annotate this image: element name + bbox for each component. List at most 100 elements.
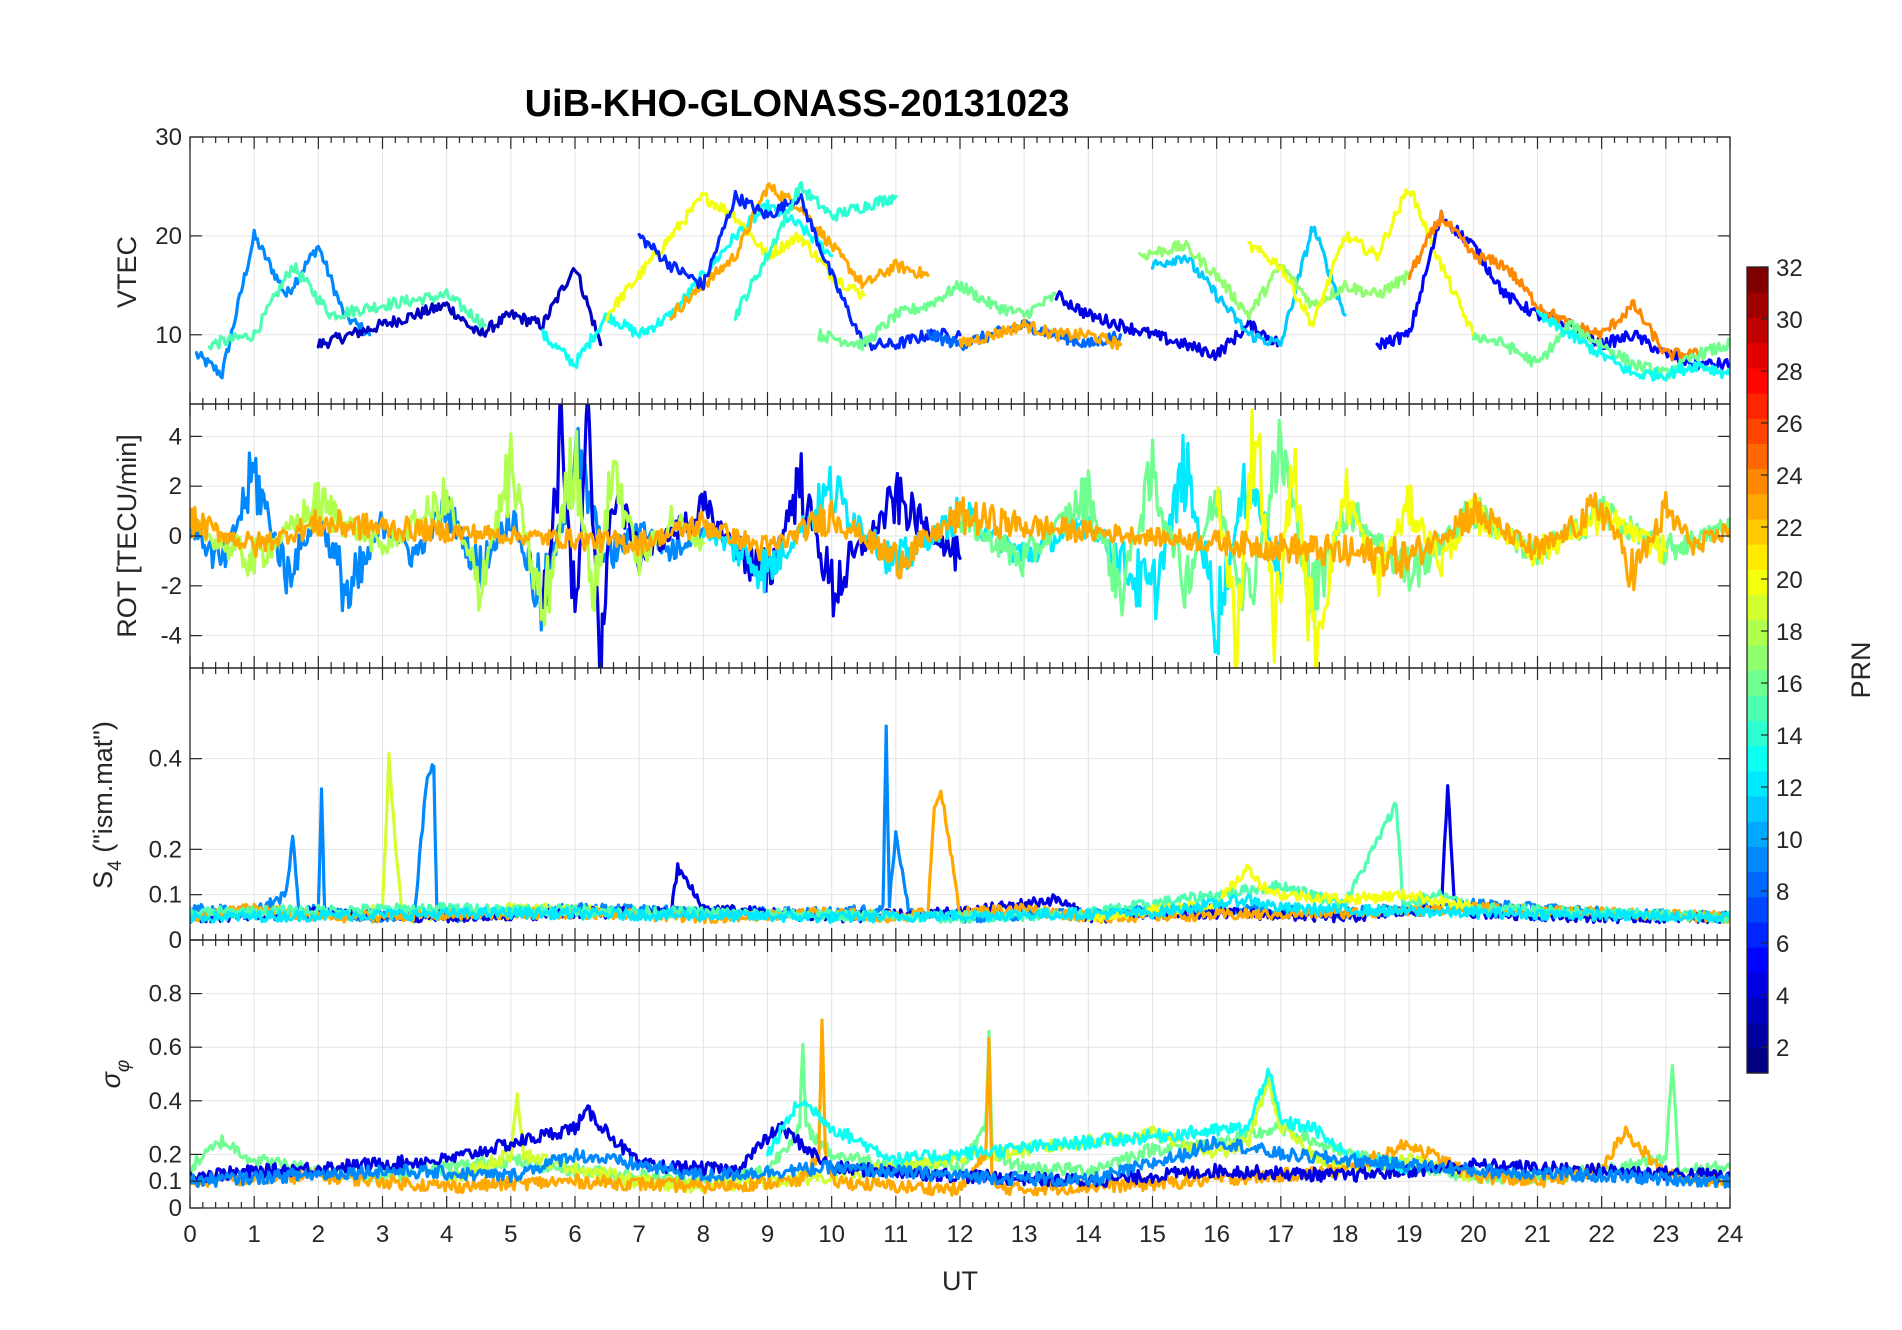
y-tick-label: 0.1 [149,1168,182,1195]
x-tick-label: 23 [1652,1221,1679,1248]
colorbar-tick-label: 20 [1776,567,1803,594]
y-tick-label: 0 [169,927,182,954]
colorbar-segment [1747,518,1768,545]
colorbar-segment [1747,745,1768,772]
x-tick-label: 13 [1011,1221,1038,1248]
colorbar-tick-label: 32 [1776,255,1803,282]
y-tick-label: 0.6 [149,1034,182,1061]
colorbar-tick-label: 28 [1776,359,1803,386]
series-prn-3 [316,267,603,350]
series-prn-9 [190,1135,1730,1189]
series-prn-23 [958,318,1123,351]
colorbar-segment [1747,342,1768,369]
series-prn-4 [1054,290,1283,362]
x-tick-label: 17 [1267,1221,1294,1248]
x-tick-label: 19 [1396,1221,1423,1248]
colorbar-segment [1747,292,1768,318]
series-group [190,1018,1730,1197]
colorbar-segment [1747,770,1768,797]
x-tick-label: 1 [247,1221,260,1248]
colorbar-segment [1747,795,1768,822]
x-tick-label: 21 [1524,1221,1551,1248]
y-axis-label: σφ [96,1060,134,1089]
y-tick-label: 0 [169,1195,182,1222]
x-tick-label: 16 [1203,1221,1230,1248]
colorbar-segment [1747,720,1768,747]
colorbar-tick-label: 26 [1776,411,1803,438]
series-prn-20 [1086,863,1475,923]
y-tick-label: 0 [169,523,182,550]
series-prn-12 [190,893,1730,924]
colorbar-segment [1747,594,1768,621]
colorbar-segment [1747,846,1768,873]
panel-s4: 0 0.1 0.2 0.4 S4 ("ism.mat") [88,667,1731,954]
x-tick-label: 5 [504,1221,517,1248]
x-tick-label: 7 [632,1221,645,1248]
series-prn-13 [541,199,834,370]
colorbar-segment [1747,695,1768,721]
series-prn-9 [194,228,372,380]
series-prn-19 [348,751,641,924]
colorbar-frame [1746,266,1769,1074]
y-axis-label: S4 ("ism.mat") [88,721,126,889]
x-tick-label: 6 [568,1221,581,1248]
colorbar-segment [1747,997,1768,1024]
x-tick-label: 14 [1075,1221,1102,1248]
series-prn-20 [1215,408,1668,668]
y-tick-label: 0.2 [149,836,182,863]
colorbar-segment [1747,619,1768,646]
y-axis-label: VTEC [112,236,142,308]
x-tick-label: 22 [1588,1221,1615,1248]
series-prn-23 [669,182,930,321]
x-tick-label: 8 [697,1221,710,1248]
series-prn-16 [1471,319,1730,380]
chart-title: UiB-KHO-GLONASS-20131023 [525,83,1070,125]
x-tick-label: 24 [1717,1221,1744,1248]
x-tick-label: 0 [183,1221,196,1248]
x-tick-label: 10 [818,1221,845,1248]
colorbar-segment [1747,896,1768,923]
colorbar-segment [1747,418,1768,444]
series-prn-17 [1138,239,1411,321]
y-tick-label: -4 [161,623,182,650]
colorbar-tick-label: 4 [1776,983,1789,1010]
series-prn-18 [190,429,705,627]
colorbar-segment [1747,544,1768,570]
y-tick-label: 30 [155,124,182,151]
panel-vtec: 10 20 30 VTEC [112,124,1731,405]
series-group [190,724,1730,925]
y-tick-label: 0.8 [149,981,182,1008]
x-tick-label: 12 [947,1221,974,1248]
series-prn-13 [1535,309,1730,382]
colorbar-segment [1747,871,1768,898]
y-axis-label: ROT [TECU/min] [112,434,142,638]
colorbar-segment [1747,972,1768,999]
panel-rot: -4 -2 0 2 4 ROT [TECU/min] [112,403,1731,669]
colorbar-segment [1747,1047,1768,1074]
colorbar-tick-label: 6 [1776,931,1789,958]
x-tick-label: 18 [1332,1221,1359,1248]
colorbar-segment [1747,569,1768,596]
series-prn-15 [207,262,487,351]
colorbar-segment [1747,392,1768,419]
colorbar-segment [1747,644,1768,671]
y-tick-label: 0.4 [149,746,182,773]
colorbar-segment [1747,947,1768,973]
series-prn-14 [733,180,898,321]
x-tick-label: 15 [1139,1221,1166,1248]
y-tick-label: 4 [169,423,182,450]
colorbar-segment [1747,1022,1768,1049]
colorbar-tick-label: 2 [1776,1035,1789,1062]
colorbar-tick-label: 14 [1776,723,1803,750]
y-tick-label: 20 [155,223,182,250]
series-prn-20 [605,192,866,322]
series-group [194,180,1730,382]
y-tick-label: 10 [155,322,182,349]
y-tick-label: 0.1 [149,882,182,909]
colorbar-tick-label: 22 [1776,515,1803,542]
series-prn-16 [817,279,1058,352]
x-tick-label: 9 [761,1221,774,1248]
series-prn-11 [1150,225,1347,347]
